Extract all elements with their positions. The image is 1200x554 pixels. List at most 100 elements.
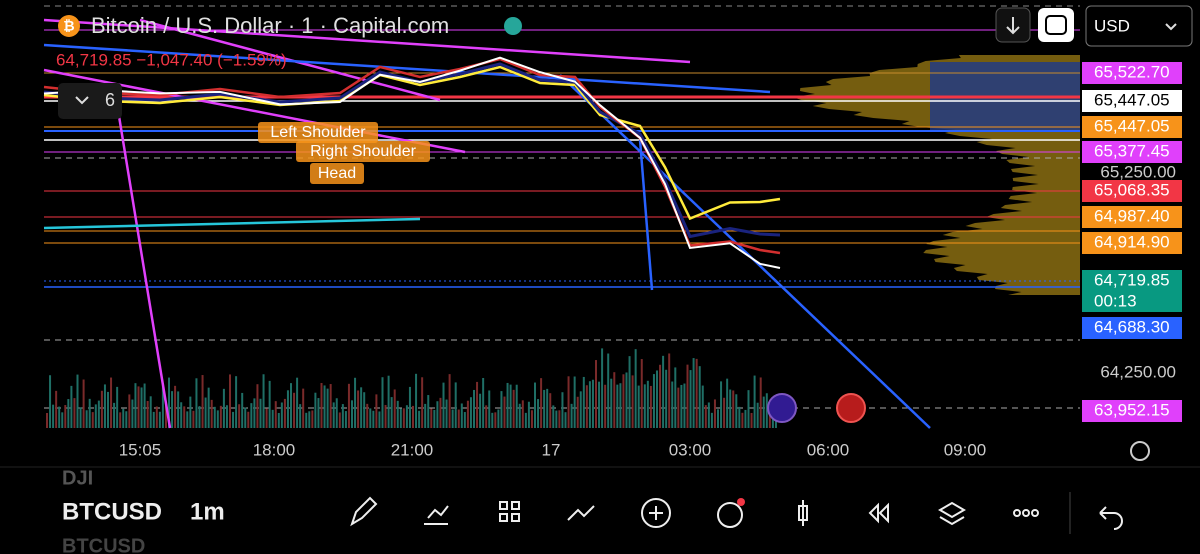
volume-bar — [436, 401, 439, 428]
toolbar-button[interactable] — [938, 501, 966, 526]
toolbar-icon — [641, 498, 671, 528]
annotation: Left Shoulder — [270, 124, 366, 141]
volume-bar — [466, 400, 469, 428]
volume-bar — [253, 398, 256, 428]
trend-line — [559, 74, 931, 429]
indicators-toggle[interactable] — [58, 83, 122, 119]
price-label: 64,987.40 — [1094, 206, 1170, 225]
volume-bar — [143, 383, 146, 428]
volume-bar — [244, 407, 247, 428]
volume-bar — [442, 382, 445, 428]
toolbar-icon — [1013, 509, 1021, 517]
volume-bar — [128, 394, 131, 428]
volume-bar — [717, 409, 719, 428]
volume-bar — [195, 378, 198, 428]
volume-bar — [503, 396, 506, 428]
quote: 64,719.85 −1,047.40 (−1.59%) — [56, 50, 287, 69]
volume-bar — [140, 387, 143, 428]
volume-bar — [329, 384, 332, 428]
volume-bar — [418, 410, 421, 428]
toolbar-button[interactable] — [1013, 509, 1039, 517]
volume-bar — [558, 410, 561, 428]
toolbar-icon — [1099, 506, 1123, 530]
price-label: 64,719.85 — [1094, 270, 1170, 289]
toolbar-button[interactable] — [798, 500, 808, 526]
volume-bar — [540, 378, 543, 428]
price-label: 65,522.70 — [1094, 62, 1170, 81]
volume-bar — [390, 397, 393, 428]
btc-icon — [58, 15, 80, 37]
toolbar-button[interactable] — [424, 505, 449, 525]
volume-bar — [49, 375, 52, 428]
price-label-bg — [1082, 62, 1182, 84]
time-axis-label: 18:00 — [253, 440, 296, 459]
fullscreen-button[interactable] — [1038, 8, 1074, 42]
settings-icon[interactable] — [1130, 441, 1150, 461]
volume-bar — [530, 410, 533, 428]
volume-bar — [396, 400, 399, 428]
volume-bar — [363, 392, 366, 428]
volume-bar — [476, 381, 479, 428]
volume-bar — [750, 412, 753, 428]
market-status — [504, 17, 522, 35]
volume-bar — [335, 398, 338, 428]
volume-bar — [119, 412, 122, 428]
volume-bar — [100, 390, 103, 428]
toolbar-button[interactable] — [868, 502, 889, 524]
volume-bar — [585, 385, 588, 428]
annotation: Head — [318, 165, 356, 182]
volume-bar — [576, 396, 579, 428]
volume-bar — [247, 411, 250, 428]
time-axis-label: 09:00 — [944, 440, 987, 459]
volume-bar — [552, 405, 555, 428]
volume-bar — [213, 406, 216, 428]
volume-bar — [94, 404, 97, 428]
volume-bar — [460, 403, 463, 428]
volume-bar — [369, 408, 372, 428]
toolbar-button[interactable] — [641, 498, 671, 528]
volume-bar — [299, 404, 302, 428]
volume-bar — [107, 391, 109, 428]
volume-bar — [219, 405, 222, 428]
volume-bar — [762, 396, 765, 428]
volume-bar — [393, 389, 396, 428]
currency-select[interactable] — [1085, 5, 1193, 47]
volume-bar — [698, 366, 701, 428]
volume-bar — [164, 401, 167, 428]
volume-bar — [421, 377, 424, 428]
volume-bar — [692, 358, 695, 428]
volume-bar — [637, 385, 640, 428]
volume-bar — [598, 381, 601, 428]
volume-bar — [613, 372, 616, 428]
volume-bar — [311, 410, 314, 428]
volume-bar — [479, 393, 482, 428]
toolbar-button[interactable] — [1099, 506, 1123, 530]
chart-area: Left Shoulder Right Shoulder Head — [43, 5, 1080, 429]
volume-bar — [463, 412, 466, 428]
volume-bar — [341, 404, 344, 428]
volume-bar — [549, 393, 552, 428]
volume-bar — [756, 402, 759, 428]
toolbar-button[interactable] — [567, 505, 595, 521]
volume-bar — [668, 353, 671, 428]
toolbar-icon — [868, 502, 889, 524]
next-symbol: BTCUSD — [62, 535, 145, 554]
volume-bar — [646, 380, 649, 428]
interval[interactable]: 1m — [190, 498, 225, 525]
ui-layer: ₿ Bitcoin / U.S. Dollar · 1 · Capital.co… — [0, 5, 1200, 554]
price-line — [43, 65, 781, 221]
symbol[interactable]: BTCUSD — [62, 498, 162, 525]
toolbar-icon — [798, 500, 808, 526]
toolbar-button[interactable] — [499, 501, 520, 522]
toolbar-button[interactable] — [350, 496, 378, 527]
volume-bar — [177, 391, 180, 428]
volume-bar — [689, 370, 692, 428]
trend-line — [43, 43, 771, 94]
volume-bar — [588, 381, 591, 428]
volume-bar — [61, 412, 64, 428]
price-label: 63,952.15 — [1094, 400, 1170, 419]
volume-bar — [488, 390, 491, 428]
alert-dot — [737, 498, 745, 506]
volume-bar — [527, 401, 530, 428]
toolbar-button[interactable] — [717, 498, 745, 528]
